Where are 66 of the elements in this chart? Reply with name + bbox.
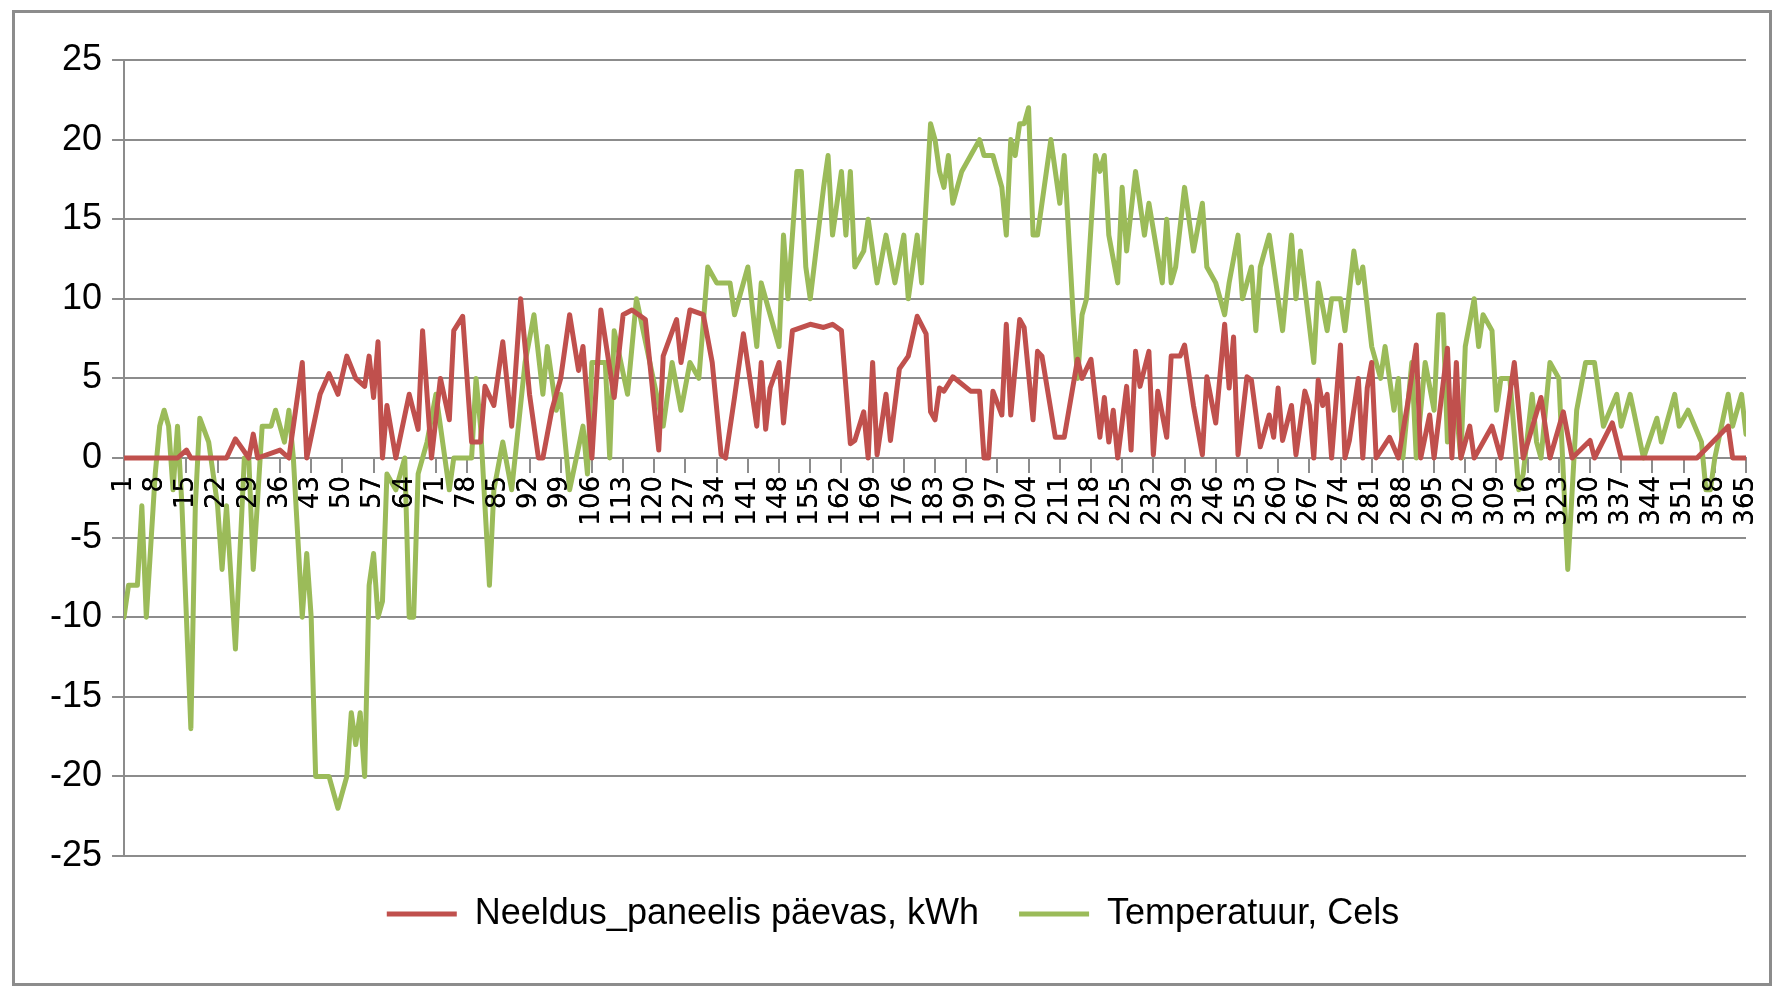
x-tick-label: 176 (886, 476, 917, 526)
x-tick-label: 113 (605, 476, 636, 526)
y-tick-label: -10 (50, 594, 103, 636)
x-tick-label: 337 (1603, 476, 1634, 526)
x-tick-label: 218 (1073, 476, 1104, 526)
x-tick-label: 50 (325, 476, 356, 510)
x-tick-label: 197 (980, 476, 1011, 526)
x-tick-label: 190 (948, 476, 979, 526)
x-tick-label: 85 (481, 476, 512, 510)
x-tick-label: 106 (574, 476, 605, 526)
x-tick-label: 204 (1011, 476, 1042, 526)
x-tick-label: 344 (1635, 476, 1666, 526)
x-tick-label: 43 (293, 476, 324, 510)
x-tick-label: 71 (418, 476, 449, 510)
x-tick-label: 281 (1354, 476, 1385, 526)
x-tick-label: 225 (1104, 476, 1135, 526)
x-tick-label: 183 (917, 476, 948, 526)
x-tick-label: 358 (1697, 476, 1728, 526)
x-tick-label: 288 (1385, 476, 1416, 526)
y-tick-label: 0 (82, 434, 103, 476)
x-tick-label: 309 (1479, 476, 1510, 526)
x-tick-label: 260 (1260, 476, 1291, 526)
x-tick-label: 78 (449, 476, 480, 510)
y-tick-label: -15 (50, 673, 103, 715)
x-tick-label: 29 (231, 476, 262, 510)
x-tick-label: 148 (761, 476, 792, 526)
x-tick-label: 127 (668, 476, 699, 526)
x-tick-label: 64 (387, 476, 418, 510)
y-tick-label: -20 (50, 753, 103, 795)
x-tick-label: 302 (1448, 476, 1479, 526)
x-tick-label: 36 (262, 476, 293, 510)
x-tick-label: 120 (637, 476, 668, 526)
x-tick-label: 239 (1167, 476, 1198, 526)
x-tick-label: 295 (1416, 476, 1447, 526)
x-tick-label: 232 (1136, 476, 1167, 526)
x-tick-label: 274 (1323, 476, 1354, 526)
x-tick-label: 15 (169, 476, 200, 510)
x-tick-label: 169 (855, 476, 886, 526)
y-tick-label: -25 (50, 832, 103, 874)
y-tick-label: 10 (61, 275, 103, 317)
x-tick-label: 162 (824, 476, 855, 526)
y-tick-label: 15 (61, 196, 103, 238)
x-tick-label: 211 (1042, 476, 1073, 526)
x-tick-label: 92 (512, 476, 543, 510)
x-tick-label: 365 (1728, 476, 1759, 526)
x-tick-label: 141 (730, 476, 761, 526)
x-tick-label: 351 (1666, 476, 1697, 526)
x-tick-label: 155 (793, 476, 823, 526)
y-tick-label: 20 (61, 116, 103, 158)
x-tick-label: 134 (699, 476, 730, 526)
y-tick-label: 25 (61, 36, 103, 78)
legend-label: Temperatuur, Cels (1107, 890, 1400, 932)
x-tick-label: 253 (1229, 476, 1260, 526)
x-tick-label: 267 (1292, 476, 1323, 526)
x-tick-label: 330 (1572, 476, 1603, 526)
x-tick-label: 1 (106, 476, 137, 493)
x-tick-label: 316 (1510, 476, 1541, 526)
y-tick-label: 5 (82, 355, 103, 397)
x-tick-label: 246 (1198, 476, 1229, 526)
x-tick-label: 8 (137, 476, 168, 493)
x-tick-label: 99 (543, 476, 574, 510)
x-tick-label: 57 (356, 476, 387, 510)
x-tick-label: 22 (200, 476, 231, 510)
y-tick-label: -5 (70, 514, 103, 556)
legend-label: Neeldus_paneelis päevas, kWh (474, 890, 980, 932)
x-tick-label: 323 (1541, 476, 1572, 526)
